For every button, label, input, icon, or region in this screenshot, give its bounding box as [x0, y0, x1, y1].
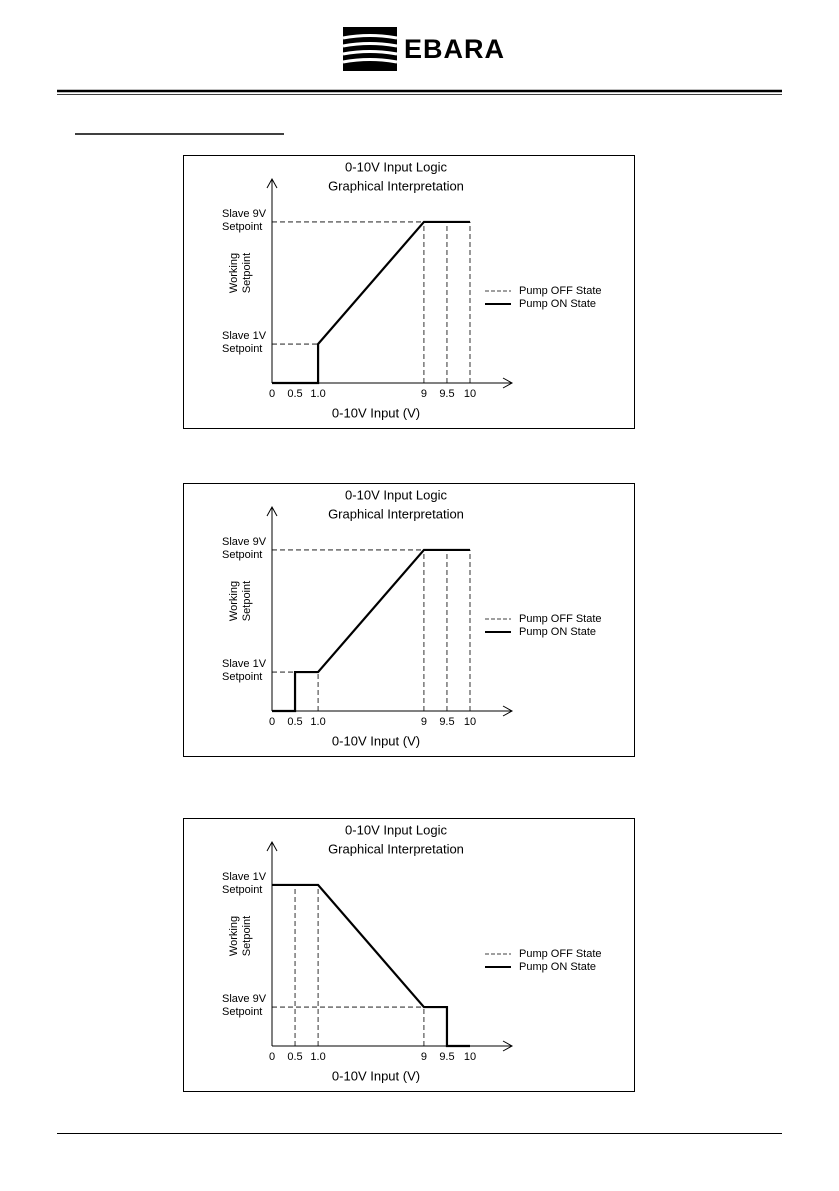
chart: 0-10V Input Logic Graphical Interpretatio…	[266, 487, 602, 748]
chart: 0-10V Input Logic Graphical Interpretatio…	[266, 822, 602, 1083]
x-tick-label: 0.5	[287, 388, 302, 400]
legend-label: Pump OFF State	[519, 613, 602, 625]
chart-box: 0-10V Input Logic Graphical Interpretatio…	[183, 818, 635, 1092]
chart-box: 0-10V Input Logic Graphical Interpretatio…	[183, 483, 635, 757]
y-tick-label: Slave 1V Setpoint	[222, 330, 267, 356]
logo-mark	[342, 27, 398, 71]
chart-title: 0-10V Input Logic	[345, 822, 447, 837]
legend-label: Pump ON State	[519, 626, 596, 638]
x-tick-label: 0	[269, 1051, 275, 1063]
y-tick-label: Slave 1V Setpoint	[222, 870, 267, 896]
legend-label: Pump OFF State	[519, 948, 602, 960]
y-axis-arrow	[266, 505, 278, 517]
chart: 0-10V Input Logic Graphical Interpretatio…	[266, 159, 602, 420]
legend-label: Pump ON State	[519, 961, 596, 973]
y-tick-label: Slave 9V Setpoint	[222, 993, 267, 1019]
x-tick-label: 9	[421, 388, 427, 400]
x-tick-label: 9	[421, 1051, 427, 1063]
y-tick-label: Slave 9V Setpoint	[222, 535, 267, 561]
data-line	[272, 548, 470, 713]
header: EBARA	[57, 27, 782, 135]
x-tick-label: 9.5	[439, 1051, 454, 1063]
y-axis-label: Working Setpoint	[228, 580, 253, 622]
y-tick-label: Slave 9V Setpoint	[222, 207, 267, 233]
chart-subtitle: Graphical Interpretation	[328, 841, 464, 856]
x-tick-label: 0	[269, 716, 275, 728]
x-tick-label: 9.5	[439, 388, 454, 400]
x-tick-label: 1.0	[310, 716, 325, 728]
chart-subtitle: Graphical Interpretation	[328, 178, 464, 193]
x-axis-arrow	[502, 705, 514, 717]
legend-label: Pump ON State	[519, 298, 596, 310]
footer-rule	[57, 1133, 782, 1134]
legend-label: Pump OFF State	[519, 285, 602, 297]
x-tick-label: 10	[464, 388, 476, 400]
x-tick-label: 0.5	[287, 716, 302, 728]
x-axis-arrow	[502, 1040, 514, 1052]
y-axis-arrow	[266, 840, 278, 852]
chart-subtitle: Graphical Interpretation	[328, 506, 464, 521]
x-tick-label: 10	[464, 1051, 476, 1063]
logo-text: EBARA	[404, 34, 505, 64]
data-line	[272, 883, 470, 1048]
chart-title: 0-10V Input Logic	[345, 487, 447, 502]
x-tick-label: 9	[421, 716, 427, 728]
x-tick-label: 1.0	[310, 388, 325, 400]
y-tick-label: Slave 1V Setpoint	[222, 658, 267, 684]
chart-box: 0-10V Input Logic Graphical Interpretatio…	[183, 155, 635, 429]
y-axis-arrow	[266, 177, 278, 189]
x-tick-label: 0	[269, 388, 275, 400]
y-axis-label: Working Setpoint	[228, 252, 253, 294]
x-tick-label: 0.5	[287, 1051, 302, 1063]
x-axis-label: 0-10V Input (V)	[332, 405, 420, 420]
y-axis-label: Working Setpoint	[228, 915, 253, 957]
x-axis-label: 0-10V Input (V)	[332, 1068, 420, 1083]
x-axis-arrow	[502, 377, 514, 389]
data-line	[272, 220, 470, 385]
x-tick-label: 10	[464, 716, 476, 728]
x-tick-label: 1.0	[310, 1051, 325, 1063]
x-axis-label: 0-10V Input (V)	[332, 733, 420, 748]
chart-title: 0-10V Input Logic	[345, 159, 447, 174]
x-tick-label: 9.5	[439, 716, 454, 728]
